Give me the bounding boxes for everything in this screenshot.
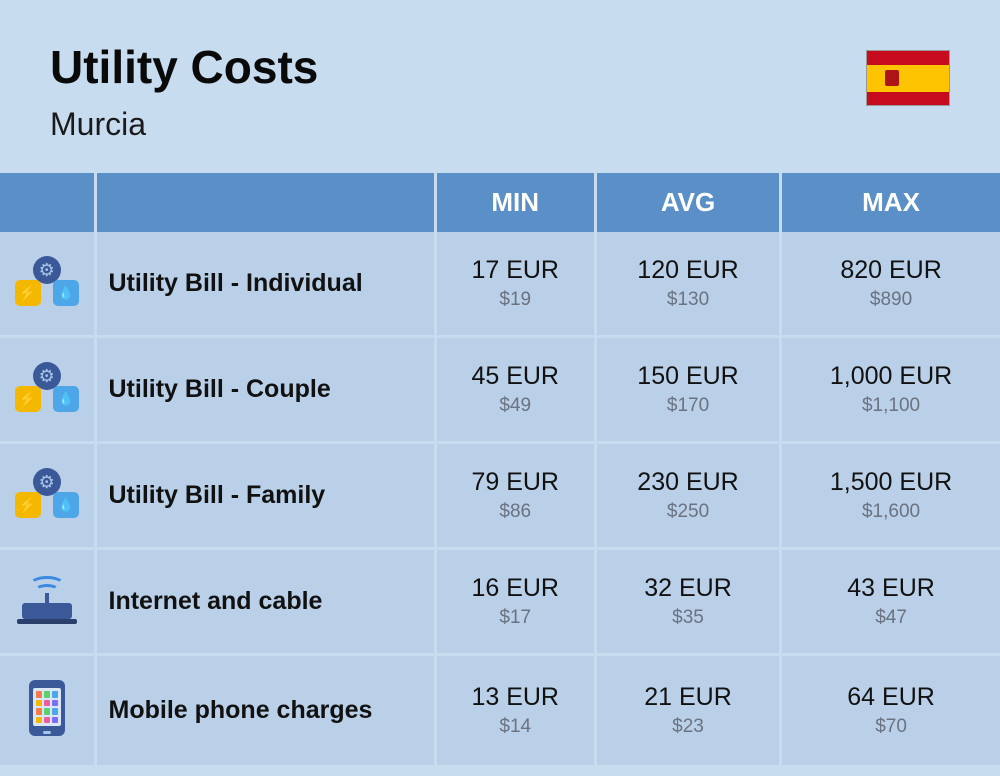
row-avg: 32 EUR $35	[595, 549, 780, 655]
row-max: 43 EUR $47	[781, 549, 1000, 655]
avg-eur: 150 EUR	[597, 362, 779, 391]
avg-eur: 32 EUR	[597, 574, 779, 603]
max-eur: 64 EUR	[782, 683, 1000, 712]
col-label-spacer	[95, 173, 435, 232]
spain-flag-icon	[866, 50, 950, 106]
table-row: Internet and cable16 EUR $1732 EUR $3543 E…	[0, 549, 1000, 655]
row-avg: 230 EUR $250	[595, 443, 780, 549]
row-max: 64 EUR $70	[781, 655, 1000, 767]
min-eur: 13 EUR	[437, 683, 594, 712]
utility-icon	[15, 468, 79, 518]
min-eur: 16 EUR	[437, 574, 594, 603]
table-row: Mobile phone charges13 EUR $1421 EUR $2364…	[0, 655, 1000, 767]
page-subtitle: Murcia	[50, 106, 318, 143]
col-icon-spacer	[0, 173, 95, 232]
phone-icon	[29, 680, 65, 736]
utility-icon	[15, 256, 79, 306]
table-row: Utility Bill - Family79 EUR $86230 EUR $25…	[0, 443, 1000, 549]
col-min: MIN	[435, 173, 595, 232]
max-usd: $890	[782, 289, 1000, 311]
col-max: MAX	[781, 173, 1000, 232]
max-eur: 820 EUR	[782, 256, 1000, 285]
costs-table: MIN AVG MAX Utility Bill - Individual17 …	[0, 173, 1000, 768]
max-eur: 1,500 EUR	[782, 468, 1000, 497]
row-max: 820 EUR $890	[781, 232, 1000, 337]
row-label: Internet and cable	[95, 549, 435, 655]
row-max: 1,000 EUR $1,100	[781, 337, 1000, 443]
max-usd: $1,600	[782, 501, 1000, 523]
row-min: 79 EUR $86	[435, 443, 595, 549]
row-icon-cell	[0, 337, 95, 443]
row-min: 17 EUR $19	[435, 232, 595, 337]
min-usd: $14	[437, 716, 594, 738]
min-eur: 79 EUR	[437, 468, 594, 497]
min-usd: $19	[437, 289, 594, 311]
row-max: 1,500 EUR $1,600	[781, 443, 1000, 549]
max-usd: $47	[782, 607, 1000, 629]
min-usd: $86	[437, 501, 594, 523]
avg-eur: 120 EUR	[597, 256, 779, 285]
avg-usd: $23	[597, 716, 779, 738]
max-usd: $70	[782, 716, 1000, 738]
row-avg: 21 EUR $23	[595, 655, 780, 767]
avg-eur: 230 EUR	[597, 468, 779, 497]
row-avg: 150 EUR $170	[595, 337, 780, 443]
row-min: 13 EUR $14	[435, 655, 595, 767]
row-label: Utility Bill - Individual	[95, 232, 435, 337]
min-usd: $49	[437, 395, 594, 417]
row-label: Utility Bill - Family	[95, 443, 435, 549]
max-eur: 1,000 EUR	[782, 362, 1000, 391]
row-label: Utility Bill - Couple	[95, 337, 435, 443]
avg-usd: $170	[597, 395, 779, 417]
router-icon	[17, 574, 77, 624]
avg-usd: $35	[597, 607, 779, 629]
utility-icon	[15, 362, 79, 412]
row-min: 45 EUR $49	[435, 337, 595, 443]
table-header-row: MIN AVG MAX	[0, 173, 1000, 232]
page-title: Utility Costs	[50, 40, 318, 94]
avg-eur: 21 EUR	[597, 683, 779, 712]
row-label: Mobile phone charges	[95, 655, 435, 767]
avg-usd: $250	[597, 501, 779, 523]
table-row: Utility Bill - Individual17 EUR $19120 EU…	[0, 232, 1000, 337]
row-icon-cell	[0, 655, 95, 767]
row-icon-cell	[0, 232, 95, 337]
max-eur: 43 EUR	[782, 574, 1000, 603]
avg-usd: $130	[597, 289, 779, 311]
min-usd: $17	[437, 607, 594, 629]
header: Utility Costs Murcia	[0, 0, 1000, 173]
row-avg: 120 EUR $130	[595, 232, 780, 337]
table-row: Utility Bill - Couple45 EUR $49150 EUR $17…	[0, 337, 1000, 443]
row-icon-cell	[0, 443, 95, 549]
row-icon-cell	[0, 549, 95, 655]
row-min: 16 EUR $17	[435, 549, 595, 655]
max-usd: $1,100	[782, 395, 1000, 417]
costs-table-wrap: MIN AVG MAX Utility Bill - Individual17 …	[0, 173, 1000, 768]
header-text: Utility Costs Murcia	[50, 40, 318, 143]
min-eur: 45 EUR	[437, 362, 594, 391]
min-eur: 17 EUR	[437, 256, 594, 285]
col-avg: AVG	[595, 173, 780, 232]
